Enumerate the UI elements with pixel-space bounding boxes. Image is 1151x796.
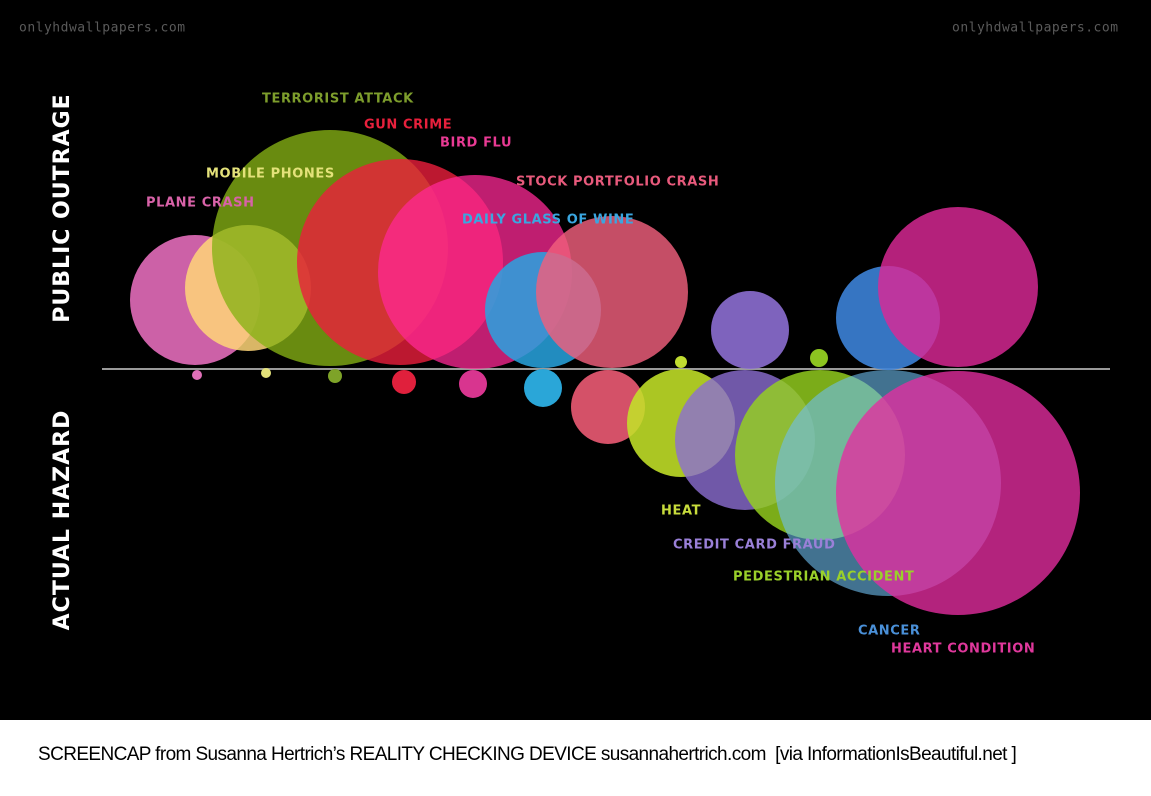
hazard-bubble [524, 369, 562, 407]
bubble-label: GUN CRIME [364, 118, 452, 133]
hazard-bubble [459, 370, 487, 398]
bubble-label: MOBILE PHONES [206, 167, 335, 182]
outrage-bubble [810, 349, 828, 367]
bubble-label: HEAT [661, 504, 701, 519]
outrage-bubble [878, 207, 1038, 367]
watermark: onlyhdwallpapers.com [19, 21, 186, 36]
hazard-bubble [392, 370, 416, 394]
caption: SCREENCAP from Susanna Hertrich’s REALIT… [38, 744, 1017, 765]
bubble-label: BIRD FLU [440, 136, 512, 151]
hazard-bubble [836, 371, 1080, 615]
outrage-bubble [536, 216, 688, 368]
bubbles [130, 130, 1080, 615]
bubble-label: TERRORIST ATTACK [262, 92, 414, 107]
outrage-bubble [675, 356, 687, 368]
outrage-bubble [711, 291, 789, 369]
hazard-bubble [192, 370, 202, 380]
bubble-labels: PLANE CRASH MOBILE PHONES TERRORIST ATTACK… [146, 92, 1035, 657]
bubble-label: HEART CONDITION [891, 642, 1035, 657]
bubble-label: STOCK PORTFOLIO CRASH [516, 175, 719, 190]
bubble-label: PLANE CRASH [146, 196, 255, 211]
axis-label: PUBLIC OUTRAGE [50, 93, 75, 322]
bubble-label: CREDIT CARD FRAUD [673, 538, 835, 553]
axis-label: ACTUAL HAZARD [50, 410, 75, 631]
bubble-label: PEDESTRIAN ACCIDENT [733, 570, 914, 585]
hazard-bubble [328, 369, 342, 383]
hazard-bubble [261, 368, 271, 378]
infographic: onlyhdwallpapers.com onlyhdwallpapers.co… [0, 0, 1151, 720]
hazard-bubble [571, 370, 645, 444]
bubble-label: CANCER [858, 624, 921, 639]
watermark: onlyhdwallpapers.com [952, 21, 1119, 36]
bubble-label: DAILY GLASS OF WINE [462, 213, 634, 228]
